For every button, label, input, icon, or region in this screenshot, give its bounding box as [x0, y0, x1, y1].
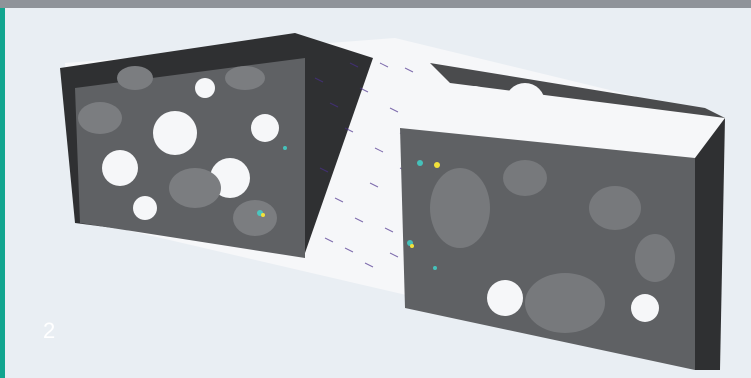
right-block-top [430, 63, 725, 118]
right-block-grains [430, 160, 675, 333]
flow-vectors [314, 62, 414, 268]
top-bar [0, 0, 751, 8]
right-block-pores [463, 83, 659, 322]
figure-number: 2 [43, 318, 56, 343]
left-block-pores [102, 78, 279, 220]
flow-hotspots [261, 162, 440, 248]
porous-media-render [60, 33, 725, 370]
right-block-side [695, 118, 725, 370]
left-block-grains [78, 66, 277, 236]
accent-bar [0, 8, 5, 378]
